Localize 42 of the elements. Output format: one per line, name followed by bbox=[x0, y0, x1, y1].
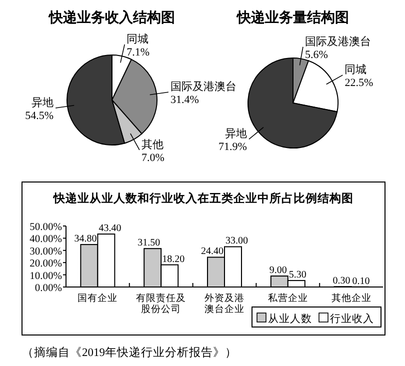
data-label: 5.6% bbox=[304, 48, 328, 61]
text: （摘编自《2019年快递行业分析报告》） bbox=[22, 345, 237, 359]
data-label: 7.0% bbox=[141, 152, 164, 164]
legend-label: 行业收入 bbox=[330, 312, 374, 325]
y-tick-label: 40.00% bbox=[30, 234, 62, 246]
x-tick-label: 外资及港澳台企业 bbox=[204, 292, 244, 315]
data-label: 0.10 bbox=[352, 276, 370, 287]
slice-label: 异地 bbox=[224, 127, 247, 140]
y-tick-label: 50.00% bbox=[30, 222, 62, 233]
data-label: 54.5% bbox=[25, 110, 54, 122]
x-tick-label: 其他企业 bbox=[331, 292, 372, 304]
chart-title: 快递业务量结构图 bbox=[236, 9, 349, 26]
slice-label: 异地 bbox=[32, 96, 54, 110]
x-tick-label: 有限责任及股份公司 bbox=[136, 292, 186, 315]
slice-label: 国际及港澳台 bbox=[170, 80, 236, 94]
data-label: 31.50 bbox=[138, 238, 160, 249]
data-label: 9.00 bbox=[269, 265, 287, 276]
data-label: 71.9% bbox=[218, 141, 247, 154]
data-label: 33.00 bbox=[226, 236, 248, 247]
data-label: 31.4% bbox=[170, 94, 199, 106]
data-label: 34.80 bbox=[74, 234, 97, 245]
data-label: 24.40 bbox=[201, 246, 224, 258]
data-label: 43.40 bbox=[98, 223, 122, 234]
pie-slice bbox=[248, 58, 338, 148]
slice-label: 其他 bbox=[141, 138, 164, 151]
data-label: 7.1% bbox=[126, 46, 150, 58]
y-tick-label: 0.00% bbox=[34, 283, 62, 294]
chart-title: 快递业从业人数和行业收入在五类企业中所占比例结构图 bbox=[52, 191, 354, 205]
y-tick-label: 30.00% bbox=[30, 246, 62, 258]
data-label: 18.20 bbox=[162, 254, 185, 265]
data-label: 22.5% bbox=[344, 77, 374, 90]
data-label: 0.30 bbox=[332, 276, 350, 287]
chart-title: 快递业务收入结构图 bbox=[48, 9, 175, 26]
y-tick-label: 20.00% bbox=[30, 258, 62, 270]
data-label: 5.30 bbox=[288, 270, 306, 281]
y-tick-label: 10.00% bbox=[30, 270, 62, 282]
x-tick-label: 私营企业 bbox=[268, 292, 308, 304]
slice-label: 同城 bbox=[344, 63, 367, 76]
legend-label: 从业人数 bbox=[268, 312, 312, 325]
slice-label: 同城 bbox=[126, 32, 149, 46]
x-tick-label: 国有企业 bbox=[78, 292, 118, 304]
slice-label: 国际及港澳台 bbox=[304, 34, 371, 48]
